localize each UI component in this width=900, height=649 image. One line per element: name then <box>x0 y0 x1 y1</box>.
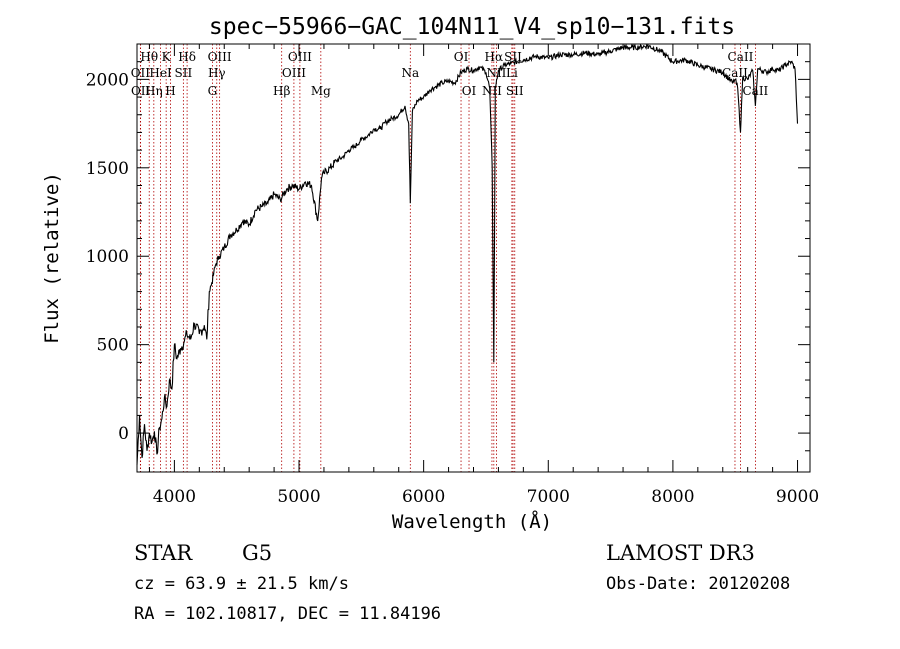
object-subclass: G5 <box>242 541 272 565</box>
x-tick-label: 6000 <box>402 487 445 507</box>
line-label: HeI <box>149 66 172 80</box>
line-label: SII <box>175 66 193 80</box>
line-label: Hη <box>145 84 163 98</box>
line-label: NII <box>482 84 502 98</box>
redshift-info: cz = 63.9 ± 21.5 km/s <box>134 574 349 594</box>
x-tick-label: 8000 <box>651 487 694 507</box>
object-class: STAR <box>134 541 193 565</box>
line-label: Hθ <box>140 50 158 64</box>
line-label: SII <box>504 50 522 64</box>
y-tick-label: 0 <box>118 424 129 444</box>
y-tick-label: 1000 <box>86 247 129 267</box>
line-label: OI <box>462 84 477 98</box>
line-label: NII <box>486 66 506 80</box>
line-label: CaII <box>722 66 748 80</box>
x-tick-label: 7000 <box>527 487 570 507</box>
y-tick-label: 2000 <box>86 70 129 90</box>
x-axis-label: Wavelength (Å) <box>392 510 552 533</box>
line-label: SII <box>506 84 524 98</box>
line-label: OIII <box>288 50 312 64</box>
plot-frame <box>136 43 811 473</box>
line-label: Hβ <box>273 84 290 98</box>
line-label: Hγ <box>208 66 226 80</box>
line-label: OII <box>131 84 151 98</box>
chart-title: spec−55966−GAC_104N11_V4_sp10−131.fits <box>209 14 735 40</box>
coordinates: RA = 102.10817, DEC = 11.84196 <box>134 604 441 624</box>
survey-name: LAMOST DR3 <box>606 541 755 565</box>
x-tick-label: 9000 <box>776 487 819 507</box>
obs-date: Obs-Date: 20120208 <box>606 574 790 594</box>
line-label: OII <box>131 66 151 80</box>
line-label: CaII <box>742 84 768 98</box>
emission-line-markers <box>139 44 756 472</box>
line-label: G <box>208 84 218 98</box>
x-tick-label: 4000 <box>153 487 196 507</box>
y-tick-label: 500 <box>97 336 129 356</box>
line-label: OIII <box>282 66 306 80</box>
x-axis-ticks: 4000 5000 6000 7000 8000 9000 <box>148 44 819 507</box>
line-label: OI <box>454 50 469 64</box>
line-label: K <box>162 50 172 64</box>
y-axis-ticks: 0 500 1000 1500 2000 <box>86 61 810 452</box>
x-tick-label: 5000 <box>277 487 320 507</box>
spectrum-series-line <box>136 43 799 465</box>
line-label: Na <box>401 66 419 80</box>
line-label: OIII <box>208 50 232 64</box>
line-label: H <box>165 84 175 98</box>
line-label: Mg <box>311 84 331 98</box>
line-label: Hα <box>485 50 504 64</box>
line-label: CaII <box>728 50 754 64</box>
line-label: Hδ <box>178 50 196 64</box>
y-axis-label: Flux (relative) <box>41 172 63 344</box>
y-tick-label: 1500 <box>86 159 129 179</box>
line-label: Li <box>506 66 518 80</box>
